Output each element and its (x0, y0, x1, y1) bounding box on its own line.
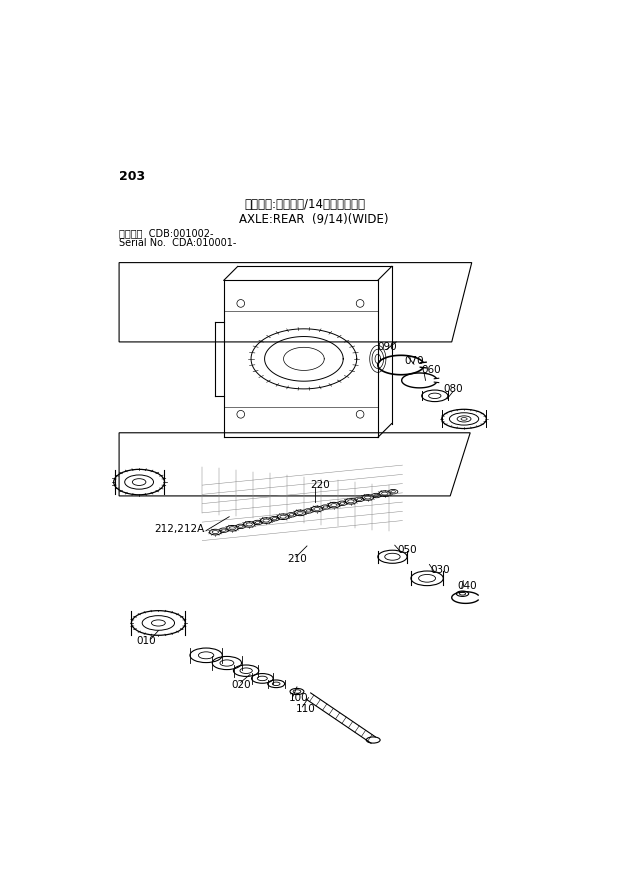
Text: 060: 060 (421, 366, 441, 375)
Text: 110: 110 (296, 705, 316, 714)
Text: 040: 040 (457, 581, 477, 591)
Text: 050: 050 (397, 545, 417, 555)
Text: 030: 030 (430, 565, 450, 574)
Text: Serial No.  CDA:010001-: Serial No. CDA:010001- (119, 238, 236, 248)
Text: 020: 020 (231, 679, 251, 690)
Text: 210: 210 (287, 554, 307, 564)
Text: 220: 220 (310, 480, 330, 490)
Text: 070: 070 (405, 356, 424, 366)
Text: 090: 090 (378, 341, 397, 352)
Text: 適用号機  CDB:001002-: 適用号機 CDB:001002- (119, 229, 213, 238)
Text: アクスル:リヤ（９/14）（ワイド）: アクスル:リヤ（９/14）（ワイド） (245, 198, 366, 211)
Text: 080: 080 (443, 384, 463, 394)
Text: AXLE:REAR  (9/14)(WIDE): AXLE:REAR (9/14)(WIDE) (239, 212, 389, 225)
Text: 100: 100 (290, 693, 309, 704)
Text: 203: 203 (119, 170, 145, 182)
Text: 212,212A: 212,212A (154, 524, 205, 534)
Text: 010: 010 (136, 636, 156, 646)
